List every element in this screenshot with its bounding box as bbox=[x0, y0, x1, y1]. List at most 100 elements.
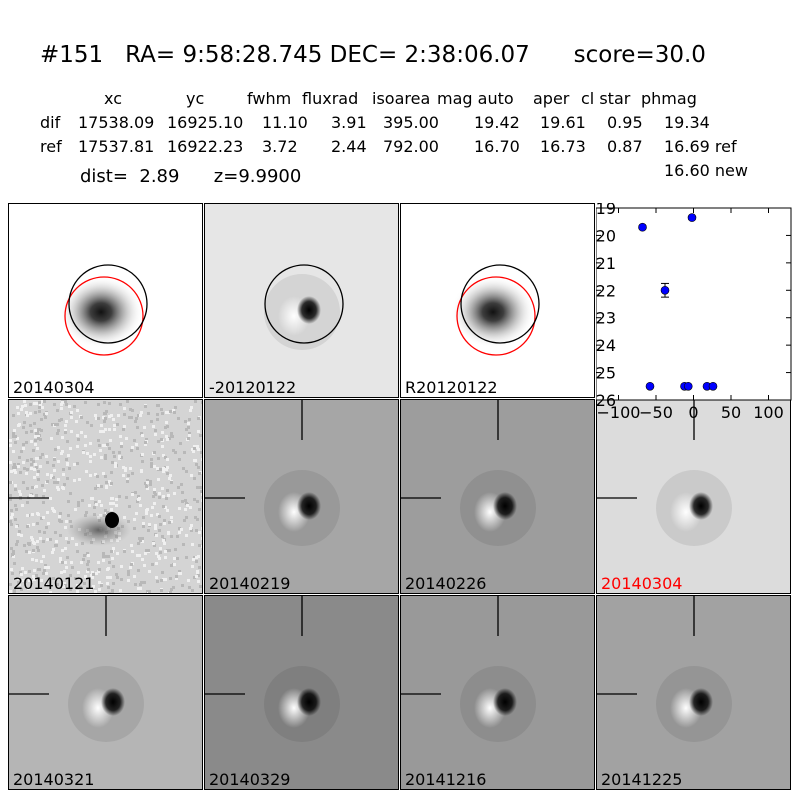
data-point bbox=[708, 381, 718, 391]
source-blob bbox=[297, 688, 321, 716]
column-header: mag auto bbox=[437, 89, 514, 108]
stamp-date-label: 20140219 bbox=[209, 574, 291, 593]
dif-aperture bbox=[264, 264, 344, 344]
table-cell: 0.87 bbox=[607, 137, 643, 156]
column-header: fluxrad bbox=[302, 89, 359, 108]
stamp-image bbox=[264, 264, 344, 350]
stamp-panel: 20140304 bbox=[596, 399, 791, 594]
table-cell: 11.10 bbox=[262, 113, 308, 132]
plot-frame bbox=[596, 207, 792, 401]
x-tick-label: −50 bbox=[639, 403, 673, 422]
page-title: #151 RA= 9:58:28.745 DEC= 2:38:06.07 sco… bbox=[40, 42, 706, 68]
stamp-panel: R20120122 bbox=[400, 203, 595, 398]
stamp-date-label: 20140304 bbox=[601, 574, 683, 593]
column-header: phmag bbox=[641, 89, 697, 108]
stamp-image bbox=[59, 264, 148, 356]
new-mag-value: 16.60 new bbox=[664, 161, 748, 180]
stamp-date-label: 20140321 bbox=[13, 770, 95, 789]
x-tick-label: −100 bbox=[597, 403, 641, 422]
stamp-date-label: R20120122 bbox=[405, 378, 498, 397]
table-cell: 16925.10 bbox=[167, 113, 244, 132]
table-cell: 3.91 bbox=[331, 113, 367, 132]
source-blob bbox=[451, 276, 535, 348]
source-blob bbox=[493, 688, 517, 716]
stamp-image bbox=[9, 596, 144, 742]
table-cell: 19.42 bbox=[474, 113, 520, 132]
data-point bbox=[638, 222, 647, 232]
table-cell: 16922.23 bbox=[167, 137, 244, 156]
y-tick-label: 22 bbox=[596, 281, 616, 300]
y-tick-label: 26 bbox=[596, 391, 616, 410]
stamp-image bbox=[9, 400, 202, 593]
stamp-panel: 20140219 bbox=[204, 399, 399, 594]
x-tick-label: 0 bbox=[688, 403, 698, 422]
stamp-panel: 20140121 bbox=[8, 399, 203, 594]
data-point bbox=[645, 381, 655, 391]
table-cell: 395.00 bbox=[383, 113, 439, 132]
source-blob bbox=[105, 512, 119, 528]
table-cell: 19.61 bbox=[540, 113, 586, 132]
source-blob bbox=[689, 688, 713, 716]
stamp-panel: 20141216 bbox=[400, 595, 595, 790]
source-blob bbox=[297, 296, 321, 324]
dist-z-line: dist= 2.89 z=9.9900 bbox=[80, 166, 302, 187]
column-header: xc bbox=[104, 89, 122, 108]
source-blob bbox=[101, 688, 125, 716]
stamp-date-label: 20140304 bbox=[13, 378, 95, 397]
table-cell: 19.34 bbox=[664, 113, 710, 132]
y-tick-label: 21 bbox=[596, 254, 616, 273]
column-header: isoarea bbox=[372, 89, 431, 108]
column-header: cl star bbox=[581, 89, 631, 108]
column-header: yc bbox=[186, 89, 205, 108]
y-tick-label: 25 bbox=[596, 364, 616, 383]
stamp-panel: 20140226 bbox=[400, 399, 595, 594]
data-point bbox=[687, 213, 697, 222]
y-tick-label: 20 bbox=[596, 226, 616, 245]
table-cell: 17537.81 bbox=[78, 137, 155, 156]
ref-aperture bbox=[456, 276, 536, 356]
stamp-date-label: 20140329 bbox=[209, 770, 291, 789]
table-cell: 792.00 bbox=[383, 137, 439, 156]
stamp-image bbox=[401, 400, 536, 546]
stamp-panel: 20140329 bbox=[204, 595, 399, 790]
column-header: aper bbox=[533, 89, 570, 108]
table-cell: 16.73 bbox=[540, 137, 586, 156]
stamp-panel: 20140321 bbox=[8, 595, 203, 790]
x-tick-label: 50 bbox=[721, 403, 741, 422]
stamp-image bbox=[597, 400, 732, 546]
y-tick-label: 24 bbox=[596, 336, 616, 355]
row-label: ref bbox=[40, 137, 62, 156]
source-blob bbox=[493, 492, 517, 520]
stamp-date-label: 20141225 bbox=[601, 770, 683, 789]
stamp-date-label: 20141216 bbox=[405, 770, 487, 789]
stamp-panel: 20141225 bbox=[596, 595, 791, 790]
stamp-image bbox=[205, 596, 340, 742]
stamp-image bbox=[451, 264, 540, 356]
dif-aperture bbox=[460, 264, 540, 344]
stamp-panel: 20140304 bbox=[8, 203, 203, 398]
source-blob bbox=[59, 276, 143, 348]
stamp-date-label: 20140226 bbox=[405, 574, 487, 593]
table-cell: 2.44 bbox=[331, 137, 367, 156]
ref-aperture bbox=[64, 276, 144, 356]
stamp-image bbox=[205, 400, 340, 546]
data-point bbox=[683, 381, 693, 391]
source-blob bbox=[689, 492, 713, 520]
stamp-date-label: -20120122 bbox=[209, 378, 297, 397]
source-blob bbox=[297, 492, 321, 520]
stamp-date-label: 20140121 bbox=[13, 574, 95, 593]
x-tick-label: 100 bbox=[753, 403, 784, 422]
y-tick-label: 19 bbox=[596, 203, 616, 218]
column-header: fwhm bbox=[247, 89, 292, 108]
table-cell: 3.72 bbox=[262, 137, 298, 156]
table-cell: 17538.09 bbox=[78, 113, 155, 132]
stamp-image bbox=[401, 596, 536, 742]
row-label: dif bbox=[40, 113, 61, 132]
table-cell: 16.69 ref bbox=[664, 137, 737, 156]
table-cell: 0.95 bbox=[607, 113, 643, 132]
table-cell: 16.70 bbox=[474, 137, 520, 156]
stamp-panel: -20120122 bbox=[204, 203, 399, 398]
dif-aperture bbox=[68, 264, 148, 344]
data-point bbox=[660, 285, 670, 295]
stamp-image bbox=[597, 596, 732, 742]
